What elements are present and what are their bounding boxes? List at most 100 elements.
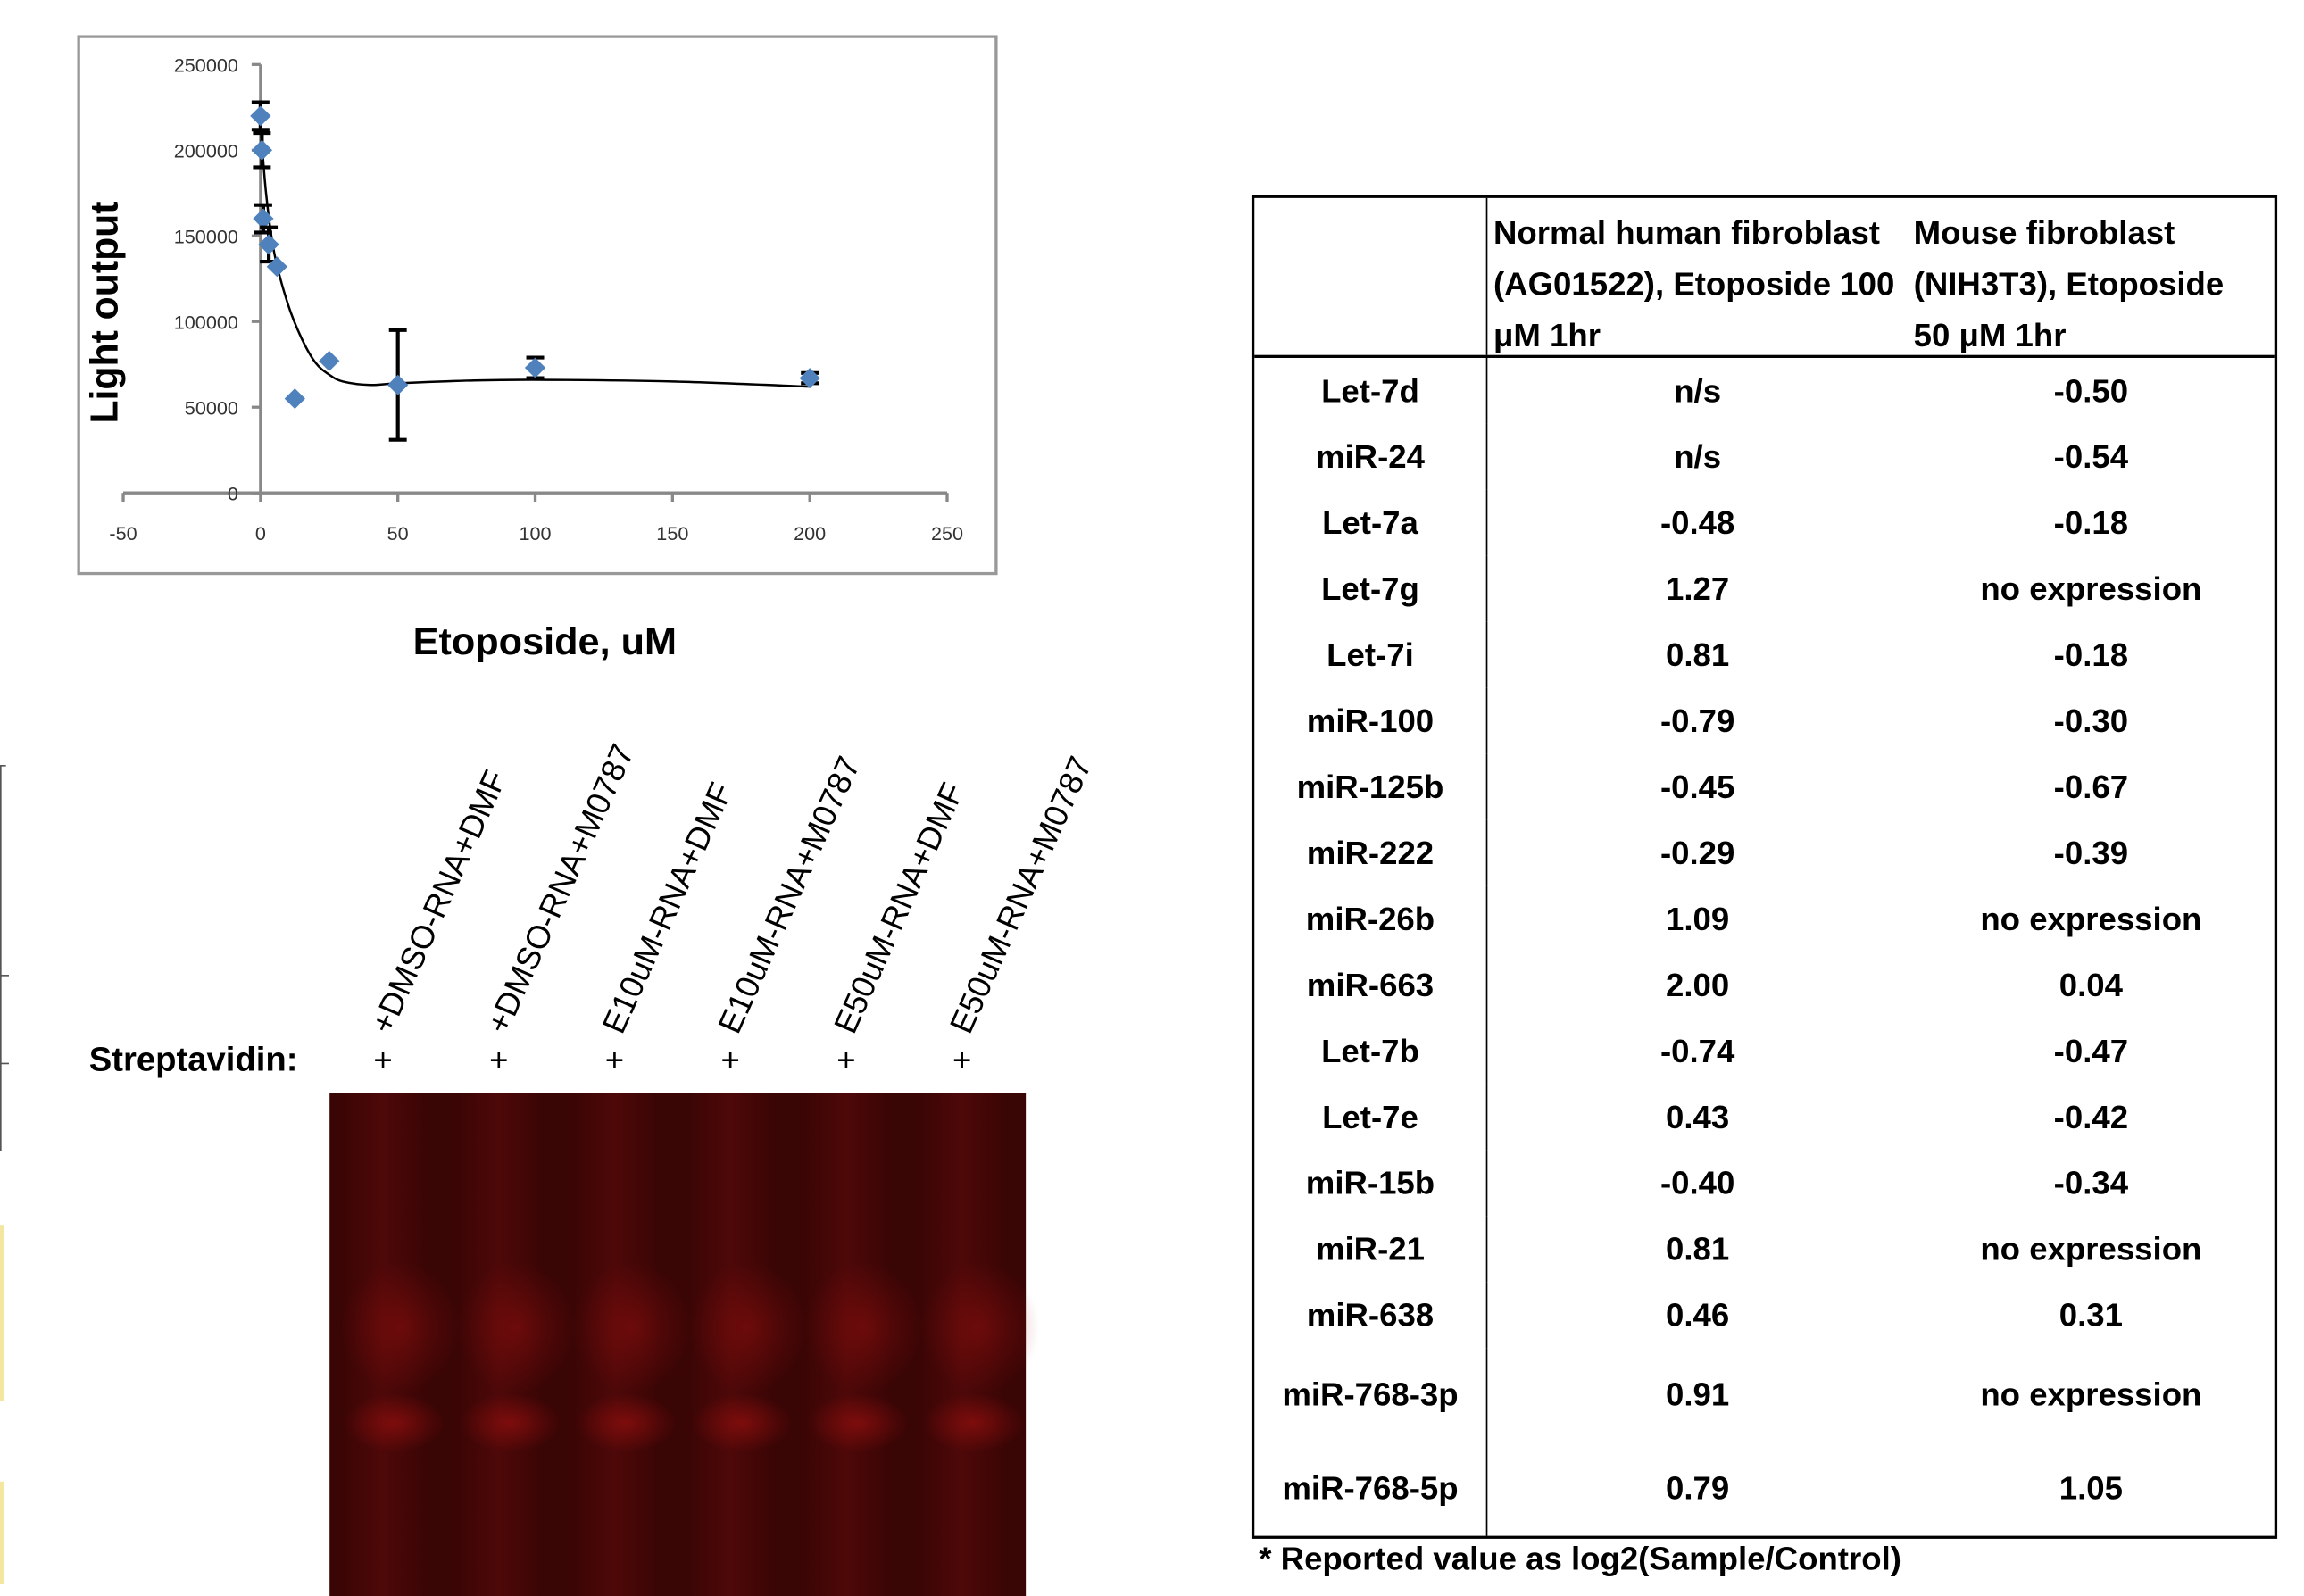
table-cell: 1.05 <box>1908 1442 2275 1535</box>
lane-label: E50uM-RNA+DMF <box>827 777 971 1039</box>
gel-band <box>461 1393 561 1452</box>
table-cell: Let-7i <box>1254 622 1487 688</box>
table-cell: no expression <box>1908 886 2275 952</box>
x-tick-label: -50 <box>109 523 137 544</box>
table-cell: -0.54 <box>1908 424 2275 490</box>
header-cell: Mouse fibroblast (NIH3T3), Etoposide 50 … <box>1908 198 2275 355</box>
table-cell: miR-638 <box>1254 1282 1487 1348</box>
table-row: miR-222-0.29-0.39 <box>1254 820 2274 886</box>
table-cell: -0.74 <box>1487 1018 1908 1085</box>
table-cell: Let-7a <box>1254 490 1487 556</box>
table-cell: miR-15b <box>1254 1150 1487 1216</box>
header-cell <box>1254 198 1487 355</box>
lane-streptavidin: + <box>952 1042 971 1078</box>
table-cell: 0.31 <box>1908 1282 2275 1348</box>
lane-label: E10uM-RNA+DMF <box>595 777 739 1039</box>
table-cell: no expression <box>1908 1348 2275 1442</box>
table-row: Let-7a-0.48-0.18 <box>1254 490 2274 556</box>
table-cell: -0.30 <box>1908 688 2275 754</box>
table-cell: miR-100 <box>1254 688 1487 754</box>
table-cell: no expression <box>1908 1216 2275 1282</box>
gel-band <box>345 1393 445 1452</box>
table-cell: -0.45 <box>1487 754 1908 820</box>
gel-band <box>808 1393 909 1452</box>
gel-band <box>692 1393 793 1452</box>
table-cell: Let-7d <box>1254 358 1487 424</box>
y-axis-label: Light output <box>83 202 126 424</box>
table-cell: miR-663 <box>1254 952 1487 1018</box>
table-row: miR-15b-0.40-0.34 <box>1254 1150 2274 1216</box>
x-tick-label: 0 <box>255 523 266 544</box>
gel-band <box>576 1393 677 1452</box>
table-cell: 1.09 <box>1487 886 1908 952</box>
table-cell: Let-7g <box>1254 556 1487 622</box>
gel-label: Streptavidin: <box>89 1042 298 1079</box>
gel-band <box>341 1261 460 1393</box>
table-cell: 0.81 <box>1487 1216 1908 1282</box>
edge-fragment <box>0 1225 4 1401</box>
lane-streptavidin: + <box>489 1042 508 1078</box>
table-cell: -0.40 <box>1487 1150 1908 1216</box>
table-cell: -0.47 <box>1908 1018 2275 1085</box>
lane-streptavidin: + <box>721 1042 740 1078</box>
table-row: miR-26b1.09no expression <box>1254 886 2274 952</box>
header-row: Normal human fibroblast (AG01522), Etopo… <box>1254 198 2274 358</box>
table-cell: -0.42 <box>1908 1084 2275 1150</box>
table-cell: miR-768-5p <box>1254 1442 1487 1535</box>
table-cell: 0.91 <box>1487 1348 1908 1442</box>
gel-band <box>689 1261 808 1393</box>
table-cell: 2.00 <box>1487 952 1908 1018</box>
y-tick-label: 200000 <box>174 141 238 162</box>
table-cell: -0.18 <box>1908 622 2275 688</box>
y-tick-label: 0 <box>228 484 238 505</box>
gel-band <box>804 1261 923 1393</box>
table-cell: -0.39 <box>1908 820 2275 886</box>
table-row: miR-100-0.79-0.30 <box>1254 688 2274 754</box>
table-cell: -0.34 <box>1908 1150 2275 1216</box>
y-tick-label: 150000 <box>174 227 238 248</box>
table-cell: 0.46 <box>1487 1282 1908 1348</box>
table-cell: -0.18 <box>1908 490 2275 556</box>
table-cell: miR-222 <box>1254 820 1487 886</box>
lane-streptavidin: + <box>373 1042 392 1078</box>
x-tick-label: 250 <box>931 523 963 544</box>
x-tick-label: 50 <box>387 523 409 544</box>
table-cell: no expression <box>1908 556 2275 622</box>
figure: Etoposide, uM Light output Streptavidin:… <box>0 0 2304 1596</box>
y-tick-label: 50000 <box>185 398 238 420</box>
page: {"chart_data":{"type":"scatter","x_label… <box>0 0 2304 1596</box>
table-cell: -0.67 <box>1908 754 2275 820</box>
table-row: miR-125b-0.45-0.67 <box>1254 754 2274 820</box>
table-row: Let-7b-0.74-0.47 <box>1254 1018 2274 1085</box>
lane-streptavidin: + <box>836 1042 855 1078</box>
table-row: miR-768-3p0.91no expression <box>1254 1348 2274 1442</box>
table-footnote: * Reported value as log2(Sample/Control) <box>1259 1541 1901 1579</box>
table-cell: 0.81 <box>1487 622 1908 688</box>
data-table: Normal human fibroblast (AG01522), Etopo… <box>1252 195 2277 1539</box>
table-cell: -0.48 <box>1487 490 1908 556</box>
table-cell: -0.79 <box>1487 688 1908 754</box>
table-cell: miR-21 <box>1254 1216 1487 1282</box>
table-cell: n/s <box>1487 358 1908 424</box>
table-cell: -0.50 <box>1908 358 2275 424</box>
header-cell: Normal human fibroblast (AG01522), Etopo… <box>1487 198 1908 355</box>
table-cell: 0.79 <box>1487 1442 1908 1535</box>
table-cell: miR-125b <box>1254 754 1487 820</box>
table-cell: -0.29 <box>1487 820 1908 886</box>
y-tick-label: 100000 <box>174 312 238 334</box>
x-tick-label: 150 <box>656 523 688 544</box>
table-cell: miR-26b <box>1254 886 1487 952</box>
gel-band <box>573 1261 692 1393</box>
gel-band <box>923 1393 1024 1452</box>
table-cell: Let-7b <box>1254 1018 1487 1085</box>
table-cell: miR-768-3p <box>1254 1348 1487 1442</box>
lane-streptavidin: + <box>605 1042 624 1078</box>
